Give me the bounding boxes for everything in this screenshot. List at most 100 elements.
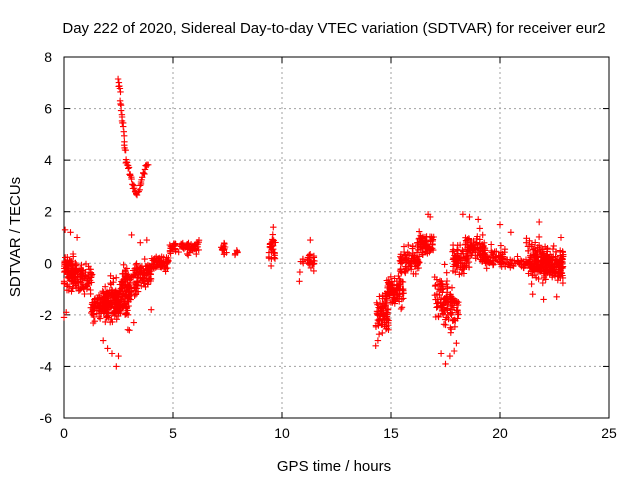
data-point (405, 251, 413, 258)
data-point (144, 281, 151, 288)
data-point (454, 253, 461, 261)
data-point (107, 280, 114, 287)
data-point (549, 245, 557, 253)
y-axis-label: SDTVAR / TECUs (7, 177, 24, 297)
data-point (479, 241, 486, 248)
data-point (421, 233, 429, 241)
data-point (414, 239, 421, 246)
data-point (549, 257, 556, 264)
data-point (527, 268, 535, 275)
data-point (83, 282, 90, 290)
data-point (444, 307, 451, 314)
data-point (415, 253, 423, 260)
data-point (151, 261, 158, 269)
data-point (399, 259, 406, 266)
data-point (134, 266, 141, 273)
data-point (127, 296, 134, 303)
data-point (87, 290, 94, 298)
data-point (155, 259, 162, 266)
data-point (68, 288, 75, 295)
data-point (541, 260, 548, 267)
data-point (134, 279, 141, 286)
y-tick-label: 8 (44, 49, 52, 65)
data-point (439, 281, 446, 288)
data-point (454, 259, 461, 267)
data-point (398, 304, 406, 311)
data-point (556, 258, 563, 266)
data-point (61, 265, 68, 272)
data-point (376, 315, 383, 323)
data-point (102, 283, 109, 290)
data-point (89, 271, 96, 278)
y-tick-label: 0 (44, 255, 52, 271)
data-point (419, 251, 426, 258)
data-point (555, 266, 562, 273)
data-point (162, 268, 169, 275)
data-point (429, 245, 436, 252)
y-tick-label: 6 (44, 101, 52, 117)
data-point (108, 303, 115, 310)
data-point (143, 236, 150, 244)
data-point (122, 147, 129, 154)
data-point (389, 286, 396, 293)
data-point (400, 243, 408, 250)
x-tick-label: 0 (60, 425, 68, 441)
data-point (113, 293, 120, 300)
data-point (397, 260, 405, 267)
data-point (195, 246, 202, 254)
data-point (496, 221, 504, 228)
data-point (497, 242, 505, 249)
data-point (540, 274, 548, 281)
data-point (423, 243, 430, 250)
data-point (72, 285, 80, 292)
data-point (488, 247, 495, 255)
data-point (433, 276, 440, 283)
data-point (89, 301, 97, 309)
data-point (433, 300, 440, 307)
data-point (133, 264, 140, 272)
data-point (121, 132, 128, 139)
data-point (553, 293, 560, 300)
data-point (296, 278, 303, 285)
data-point (115, 352, 122, 360)
data-point (137, 182, 144, 189)
data-point (421, 240, 428, 247)
data-point (179, 243, 186, 250)
data-point (93, 310, 101, 317)
data-point (126, 327, 133, 334)
y-tick-label: 2 (44, 204, 52, 220)
data-point (540, 296, 547, 303)
data-point (455, 311, 462, 318)
data-point (436, 286, 443, 294)
data-point (64, 273, 72, 281)
data-point (549, 272, 556, 279)
data-point (61, 226, 69, 233)
data-point (409, 243, 416, 250)
data-point (175, 248, 182, 256)
data-point (118, 304, 125, 311)
data-point (144, 271, 152, 278)
data-point (535, 233, 543, 241)
data-point (128, 289, 135, 297)
data-point (114, 75, 122, 83)
data-point (532, 251, 539, 258)
data-point (466, 213, 473, 221)
data-point (108, 350, 116, 357)
y-tick-label: -2 (40, 307, 53, 323)
data-point (441, 295, 449, 302)
data-point (448, 293, 455, 300)
data-point (100, 290, 107, 297)
data-point (440, 285, 447, 292)
data-point (473, 239, 481, 246)
data-point (378, 321, 385, 328)
data-point (448, 311, 455, 318)
data-point (64, 254, 71, 261)
data-point (304, 256, 311, 263)
data-point (91, 302, 98, 309)
data-point (383, 309, 390, 316)
data-point (90, 307, 97, 314)
data-point (472, 249, 479, 256)
data-point (374, 301, 381, 308)
data-point (128, 175, 135, 183)
